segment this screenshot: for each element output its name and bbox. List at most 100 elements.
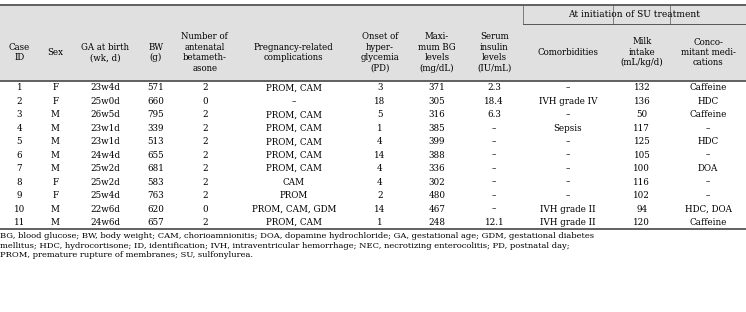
Text: Serum
insulin
levels
(IU/mL): Serum insulin levels (IU/mL) [477, 32, 512, 72]
FancyBboxPatch shape [0, 24, 746, 81]
Text: 3: 3 [377, 83, 383, 92]
Text: F: F [52, 97, 58, 106]
Text: 100: 100 [633, 164, 651, 173]
Text: 660: 660 [148, 97, 164, 106]
Text: 26w5d: 26w5d [90, 110, 120, 119]
Text: 50: 50 [636, 110, 648, 119]
Text: 657: 657 [148, 218, 164, 227]
Text: 11: 11 [13, 218, 25, 227]
Text: PROM, CAM: PROM, CAM [266, 164, 322, 173]
Text: Milk
intake
(mL/kg/d): Milk intake (mL/kg/d) [621, 37, 663, 67]
Text: –: – [492, 164, 496, 173]
Text: 25w2d: 25w2d [90, 164, 120, 173]
Text: –: – [566, 83, 570, 92]
Text: Onset of
hyper-
glycemia
(PD): Onset of hyper- glycemia (PD) [360, 32, 399, 72]
Text: –: – [492, 124, 496, 133]
Text: 3: 3 [16, 110, 22, 119]
Text: 1: 1 [377, 124, 383, 133]
Text: Caffeine: Caffeine [689, 83, 727, 92]
Text: 4: 4 [377, 164, 383, 173]
Text: At initiation of SU treatment: At initiation of SU treatment [568, 10, 700, 19]
Text: M: M [51, 137, 60, 146]
Text: 2: 2 [202, 110, 207, 119]
Text: 1: 1 [16, 83, 22, 92]
Text: 513: 513 [148, 137, 164, 146]
Text: PROM: PROM [280, 191, 308, 200]
Text: M: M [51, 151, 60, 160]
Text: 2: 2 [16, 97, 22, 106]
Text: 102: 102 [633, 191, 651, 200]
Text: –: – [492, 205, 496, 214]
Text: 681: 681 [148, 164, 164, 173]
Text: –: – [706, 191, 710, 200]
Text: 25w2d: 25w2d [90, 178, 120, 187]
Text: 25w0d: 25w0d [90, 97, 120, 106]
Text: 18.4: 18.4 [484, 97, 504, 106]
Text: –: – [706, 178, 710, 187]
Text: 125: 125 [633, 137, 651, 146]
Text: 2: 2 [202, 124, 207, 133]
Text: 18: 18 [374, 97, 386, 106]
Text: 248: 248 [429, 218, 445, 227]
Text: 14: 14 [374, 205, 386, 214]
Text: M: M [51, 205, 60, 214]
Text: 336: 336 [429, 164, 445, 173]
Text: 302: 302 [429, 178, 445, 187]
Text: BG, blood glucose; BW, body weight; CAM, chorioamnionitis; DOA, dopamine hydroch: BG, blood glucose; BW, body weight; CAM,… [0, 232, 594, 259]
Text: PROM, CAM: PROM, CAM [266, 124, 322, 133]
Text: 399: 399 [429, 137, 445, 146]
Text: 2: 2 [202, 218, 207, 227]
Text: 25w4d: 25w4d [90, 191, 120, 200]
Text: 5: 5 [16, 137, 22, 146]
Text: PROM, CAM: PROM, CAM [266, 137, 322, 146]
Text: Maxi-
mum BG
levels
(mg/dL): Maxi- mum BG levels (mg/dL) [419, 32, 456, 73]
Text: –: – [566, 178, 570, 187]
Text: 23w4d: 23w4d [90, 83, 120, 92]
Text: IVH grade II: IVH grade II [540, 218, 596, 227]
Text: 305: 305 [429, 97, 445, 106]
Text: –: – [292, 97, 296, 106]
Text: 655: 655 [148, 151, 164, 160]
Text: GA at birth
(wk, d): GA at birth (wk, d) [81, 43, 129, 62]
Text: 2.3: 2.3 [487, 83, 501, 92]
Text: IVH grade IV: IVH grade IV [539, 97, 598, 106]
Text: PROM, CAM: PROM, CAM [266, 110, 322, 119]
FancyBboxPatch shape [0, 5, 746, 24]
Text: 480: 480 [429, 191, 445, 200]
Text: 22w6d: 22w6d [90, 205, 120, 214]
Text: 0: 0 [202, 97, 207, 106]
Text: –: – [566, 110, 570, 119]
Text: –: – [706, 124, 710, 133]
Text: HDC, DOA: HDC, DOA [685, 205, 732, 214]
Text: 2: 2 [202, 178, 207, 187]
Text: –: – [566, 191, 570, 200]
Text: M: M [51, 124, 60, 133]
Text: 2: 2 [202, 191, 207, 200]
Text: M: M [51, 218, 60, 227]
Text: 10: 10 [13, 205, 25, 214]
Text: Case
ID: Case ID [9, 43, 30, 62]
Text: 4: 4 [377, 178, 383, 187]
Text: BW
(g): BW (g) [148, 43, 163, 62]
Text: Number of
antenatal
betameth-
asone: Number of antenatal betameth- asone [181, 32, 228, 72]
Text: 4: 4 [16, 124, 22, 133]
Text: Comorbidities: Comorbidities [538, 48, 598, 57]
Text: 620: 620 [148, 205, 164, 214]
Text: 24w4d: 24w4d [90, 151, 120, 160]
Text: DOA: DOA [698, 164, 718, 173]
Text: 2: 2 [202, 164, 207, 173]
Text: Conco-
mitant medi-
cations: Conco- mitant medi- cations [681, 37, 736, 67]
Text: –: – [492, 137, 496, 146]
Text: 5: 5 [377, 110, 383, 119]
Text: 6: 6 [16, 151, 22, 160]
Text: –: – [492, 191, 496, 200]
Text: –: – [566, 151, 570, 160]
Text: 120: 120 [633, 218, 651, 227]
Text: Caffeine: Caffeine [689, 110, 727, 119]
Text: PROM, CAM: PROM, CAM [266, 218, 322, 227]
Text: –: – [706, 151, 710, 160]
Text: 117: 117 [633, 124, 651, 133]
Text: –: – [566, 137, 570, 146]
Text: 2: 2 [202, 151, 207, 160]
Text: –: – [566, 164, 570, 173]
